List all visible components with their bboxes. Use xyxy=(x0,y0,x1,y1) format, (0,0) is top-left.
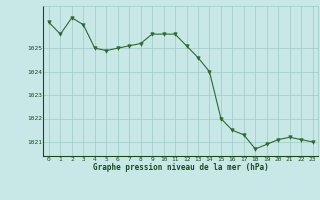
X-axis label: Graphe pression niveau de la mer (hPa): Graphe pression niveau de la mer (hPa) xyxy=(93,163,269,172)
